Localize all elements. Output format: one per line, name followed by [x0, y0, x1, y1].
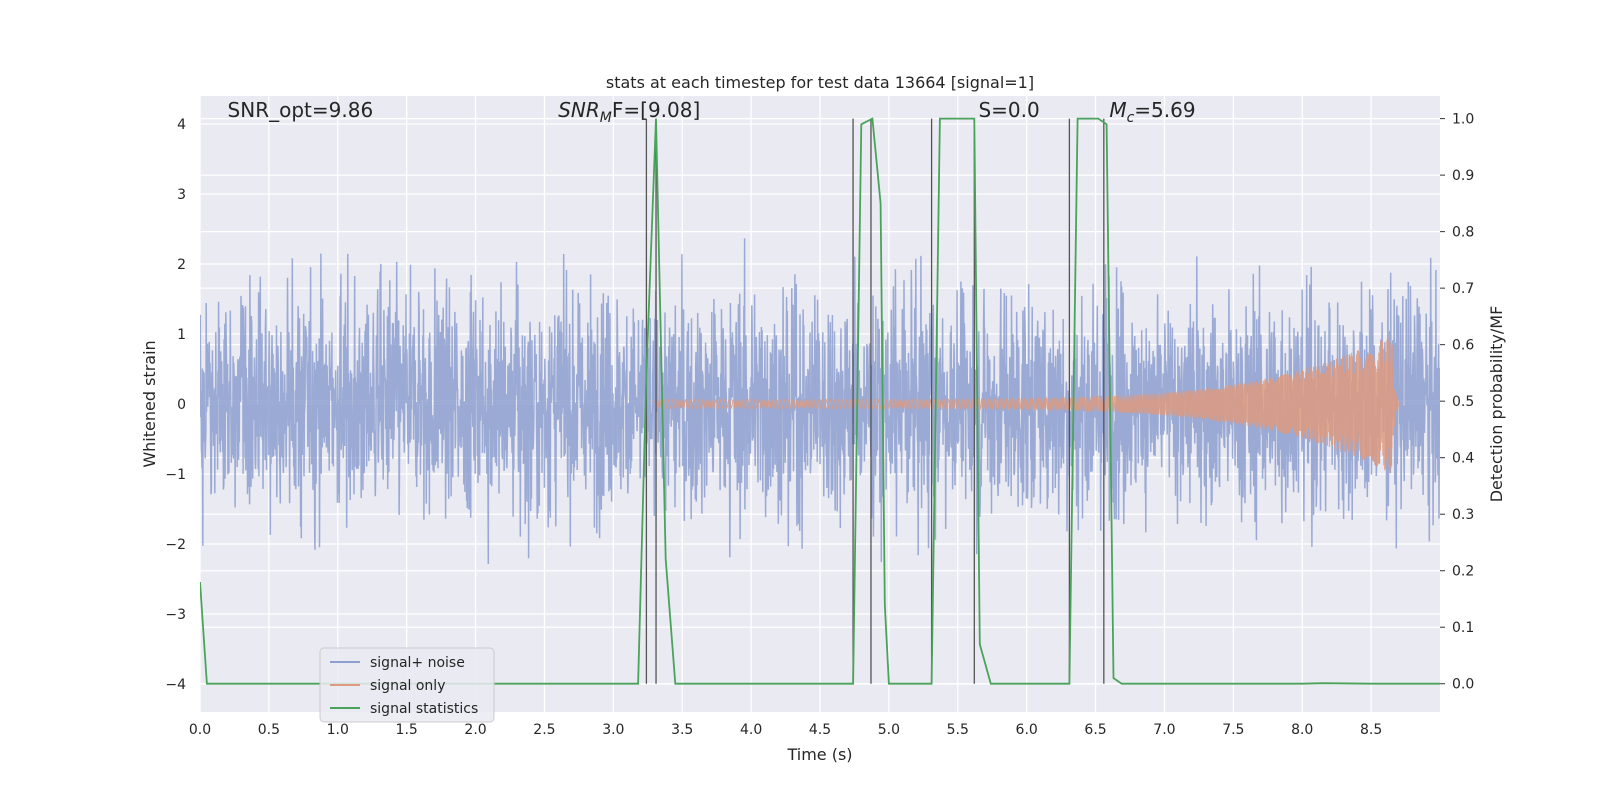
- y2-tick-label: 0.2: [1452, 564, 1474, 580]
- x-tick-label: 1.5: [396, 722, 418, 738]
- y-tick-label: 2: [177, 257, 186, 273]
- x-tick-label: 3.5: [671, 722, 693, 738]
- annotation-mc-rest: =5.69: [1134, 98, 1195, 122]
- annotation-snr-mf-sub: M: [600, 110, 612, 126]
- annotation-s: S=0.0: [978, 98, 1039, 122]
- x-tick-label: 1.0: [327, 722, 349, 738]
- x-axis-label: Time (s): [786, 745, 852, 764]
- y-tick-label: 1: [177, 327, 186, 343]
- annotation-snr-mf-main: SNR: [558, 98, 600, 122]
- annotation-mc: Mc=5.69: [1109, 98, 1195, 126]
- x-tick-label: 2.0: [464, 722, 486, 738]
- annotation-snr-opt: SNR_opt=9.86: [228, 98, 374, 122]
- legend-label-signal-statistics: signal statistics: [370, 701, 478, 717]
- legend-label-signal-noise: signal+ noise: [370, 655, 465, 671]
- y-tick-label: −1: [165, 467, 186, 483]
- y2-tick-label: 0.6: [1452, 338, 1474, 354]
- x-tick-label: 8.5: [1360, 722, 1382, 738]
- vertical-lines: [645, 118, 1105, 684]
- x-tick-label: 4.5: [809, 722, 831, 738]
- y2-tick-label: 0.3: [1452, 507, 1474, 523]
- y-tick-label: −2: [165, 537, 186, 553]
- y-tick-label: −4: [165, 677, 186, 693]
- x-tick-label: 4.0: [740, 722, 762, 738]
- chart-title: stats at each timestep for test data 136…: [606, 73, 1034, 92]
- y-tick-label: 0: [177, 397, 186, 413]
- y-axis-label: Whitened strain: [140, 340, 159, 467]
- annotations: SNR_opt=9.86 SNRMF=[9.08] S=0.0 Mc=5.69: [228, 98, 1196, 126]
- y2-tick-label: 0.8: [1452, 225, 1474, 241]
- x-tick-label: 6.5: [1084, 722, 1106, 738]
- x-tick-label: 3.0: [602, 722, 624, 738]
- series-signal-statistics: [200, 117, 1440, 685]
- y2-axis-label: Detection probability/MF: [1487, 306, 1506, 503]
- x-tick-label: 6.0: [1016, 722, 1038, 738]
- y2-tick-label: 0.0: [1452, 677, 1474, 693]
- x-tick-label: 5.0: [878, 722, 900, 738]
- plot-area: [200, 117, 1440, 685]
- series-signal-only: [654, 336, 1400, 474]
- y-axis-ticks: −4 −3 −2 −1 0 1 2 3 4: [165, 117, 186, 693]
- annotation-snr-mf-rest: F=[9.08]: [612, 98, 700, 122]
- y2-axis-ticks: 0.0 0.1 0.2 0.3 0.4 0.5 0.6 0.7 0.8 0.9 1.0: [1440, 112, 1474, 693]
- y-tick-label: 3: [177, 187, 186, 203]
- annotation-mc-main: M: [1109, 98, 1126, 122]
- annotation-snr-mf: SNRMF=[9.08]: [558, 98, 700, 126]
- y2-tick-label: 0.9: [1452, 168, 1474, 184]
- x-tick-label: 8.0: [1291, 722, 1313, 738]
- legend-box: [319, 647, 495, 723]
- legend: signal+ noise signal only signal statist…: [319, 647, 495, 723]
- y2-tick-label: 0.7: [1452, 281, 1474, 297]
- annotation-mc-sub: c: [1127, 110, 1135, 126]
- y2-tick-label: 0.4: [1452, 451, 1474, 467]
- y2-tick-label: 1.0: [1452, 112, 1474, 128]
- y-tick-label: −3: [165, 607, 186, 623]
- legend-label-signal-only: signal only: [370, 678, 445, 694]
- y2-tick-label: 0.5: [1452, 394, 1474, 410]
- x-tick-label: 0.0: [189, 722, 211, 738]
- series-signal-noise: [200, 238, 1440, 565]
- x-tick-label: 0.5: [258, 722, 280, 738]
- x-tick-label: 7.5: [1222, 722, 1244, 738]
- y2-tick-label: 0.1: [1452, 620, 1474, 636]
- x-tick-label: 2.5: [533, 722, 555, 738]
- x-tick-label: 7.0: [1153, 722, 1175, 738]
- y-tick-label: 4: [177, 117, 186, 133]
- x-axis-ticks: 0.0 0.5 1.0 1.5 2.0 2.5 3.0 3.5 4.0 4.5 5.0 5.5 6.0 6…: [189, 722, 1382, 738]
- x-tick-label: 5.5: [947, 722, 969, 738]
